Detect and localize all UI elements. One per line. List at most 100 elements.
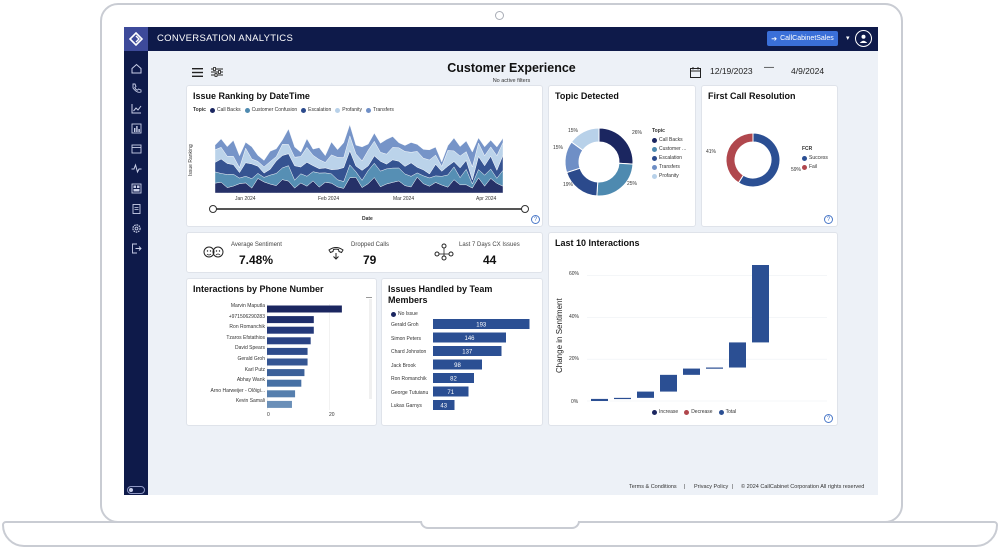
- laptop-base: [2, 521, 998, 547]
- privacy-link[interactable]: Privacy Policy: [694, 484, 729, 490]
- bar: [433, 400, 455, 410]
- legend-title: Topic: [193, 107, 206, 113]
- help-icon[interactable]: ?: [824, 414, 833, 423]
- topic-detected-card: Topic Detected 26% 25% 19% 15% 15% Topic…: [548, 85, 696, 227]
- date-end[interactable]: 4/9/2024: [791, 66, 825, 76]
- phone-number-card: Interactions by Phone Number Marvin Mapu…: [186, 278, 377, 426]
- x-tick-label: Jan 2024: [235, 196, 256, 202]
- settings-gear-icon[interactable]: [129, 221, 143, 235]
- x-tick-label: Mar 2024: [393, 196, 415, 202]
- home-icon[interactable]: [129, 61, 143, 75]
- date-range-slider-end-handle[interactable]: [521, 205, 529, 213]
- slice-label: 59%: [791, 167, 802, 173]
- bar: [267, 400, 292, 408]
- legend-item: Increase: [652, 409, 678, 415]
- date-range-separator: —: [764, 62, 774, 73]
- bar: [267, 358, 308, 366]
- date-range-slider-track[interactable]: [212, 208, 527, 210]
- x-tick-label: 0: [267, 412, 270, 418]
- sentiment-faces-icon: [203, 243, 225, 268]
- kpi-card: Average Sentiment 7.48% Dropped Calls 79…: [186, 232, 543, 273]
- bar-chart-icon[interactable]: [129, 121, 143, 135]
- dashboard-grid-icon[interactable]: [129, 181, 143, 195]
- stream-layer: [214, 123, 504, 169]
- bar-label: Kevin Samali: [235, 398, 265, 405]
- legend-title: Topic: [652, 128, 665, 134]
- arrow-right-icon: ➔: [771, 35, 778, 43]
- scrollbar[interactable]: [369, 299, 372, 399]
- account-button[interactable]: ➔ CallCabinetSales: [767, 31, 838, 46]
- team-members-title: Issues Handled by Team Members: [388, 284, 493, 305]
- bar-label: Jack Brook: [391, 362, 416, 369]
- kpi-value: 44: [483, 253, 497, 267]
- waterfall-bar: [591, 398, 608, 401]
- donut-slice: [596, 162, 634, 197]
- waterfall-bar: [637, 391, 654, 398]
- x-tick-label: Feb 2024: [318, 196, 340, 202]
- bar: [267, 326, 314, 334]
- top-bar: CONVERSATION ANALYTICS ➔ CallCabinetSale…: [124, 27, 878, 51]
- app-logo-icon[interactable]: [124, 27, 148, 51]
- help-icon[interactable]: ?: [531, 215, 540, 224]
- calendar-icon[interactable]: [690, 65, 701, 83]
- kpi-label: Dropped Calls: [351, 242, 390, 248]
- date-start[interactable]: 12/19/2023: [710, 66, 753, 76]
- waterfall-chart: [587, 265, 827, 402]
- bar-label: Tzaros Efstathios: [226, 334, 265, 341]
- phone-icon[interactable]: [129, 81, 143, 95]
- bar: [433, 359, 482, 370]
- help-icon[interactable]: ?: [824, 215, 833, 224]
- last-10-legend: Increase Decrease Total: [652, 409, 736, 415]
- bar: [267, 305, 342, 313]
- kpi-label: Last 7 Days CX Issues: [459, 242, 520, 248]
- bar-value-label: 43: [440, 404, 447, 410]
- y-tick-label: 0%: [571, 399, 579, 405]
- donut-slice: [570, 127, 600, 151]
- bar-value-label: 82: [450, 377, 457, 383]
- legend-item: Customer Confusion: [244, 107, 297, 113]
- bar: [267, 316, 314, 324]
- filter-sliders-icon[interactable]: [211, 64, 223, 82]
- date-range-slider-start-handle[interactable]: [209, 205, 217, 213]
- last-10-ylabel: Change in Sentiment: [555, 298, 564, 373]
- bar-label: Arno Harweijer - Olðigi...: [210, 387, 265, 394]
- terms-link[interactable]: Terms & Conditions: [629, 484, 677, 490]
- x-tick-label: 20: [329, 412, 335, 418]
- bar-label: Ron Romanchik: [229, 324, 265, 331]
- copyright-text: © 2024 CallCabinet Corporation All right…: [741, 484, 865, 490]
- calendar-icon[interactable]: [129, 141, 143, 155]
- donut-slice: [737, 132, 781, 188]
- menu-icon[interactable]: [192, 64, 203, 82]
- bar-label: Chard Johnston: [391, 349, 427, 355]
- donut-slice: [725, 132, 754, 184]
- legend-item: Call Backs: [652, 137, 686, 143]
- bar-label: George Tutuianu: [391, 389, 429, 396]
- bar: [267, 390, 296, 398]
- scroll-handle[interactable]: [366, 297, 372, 298]
- bar-label: Gerald Groh: [391, 322, 419, 328]
- fcr-title: First Call Resolution: [708, 91, 796, 101]
- phone-bar-chart: [267, 304, 342, 410]
- pulse-icon[interactable]: [129, 161, 143, 175]
- bar-label: Gerald Groh: [237, 356, 265, 362]
- active-filters-text: No active filters: [492, 78, 531, 84]
- user-avatar-icon[interactable]: [855, 30, 872, 47]
- bar-value-label: 71: [447, 390, 454, 396]
- waterfall-bar: [683, 368, 700, 375]
- y-tick-label: 20%: [569, 356, 580, 362]
- bar-label: Abhay Wank: [236, 377, 265, 384]
- chart-line-icon[interactable]: [129, 101, 143, 115]
- bar: [433, 346, 502, 356]
- waterfall-bar: [729, 342, 746, 368]
- bar-label: Ron Romanchik: [391, 376, 427, 382]
- legend-item: Transfers: [365, 107, 394, 113]
- bar-label: David Spears: [234, 345, 265, 352]
- slice-label: 19%: [563, 182, 574, 188]
- laptop-notch: [420, 521, 580, 529]
- slice-label: 25%: [627, 181, 638, 187]
- bar: [267, 379, 302, 387]
- theme-toggle[interactable]: [127, 486, 145, 494]
- chevron-down-icon[interactable]: ▾: [846, 35, 850, 42]
- clipboard-icon[interactable]: [129, 201, 143, 215]
- logout-icon[interactable]: [129, 241, 143, 255]
